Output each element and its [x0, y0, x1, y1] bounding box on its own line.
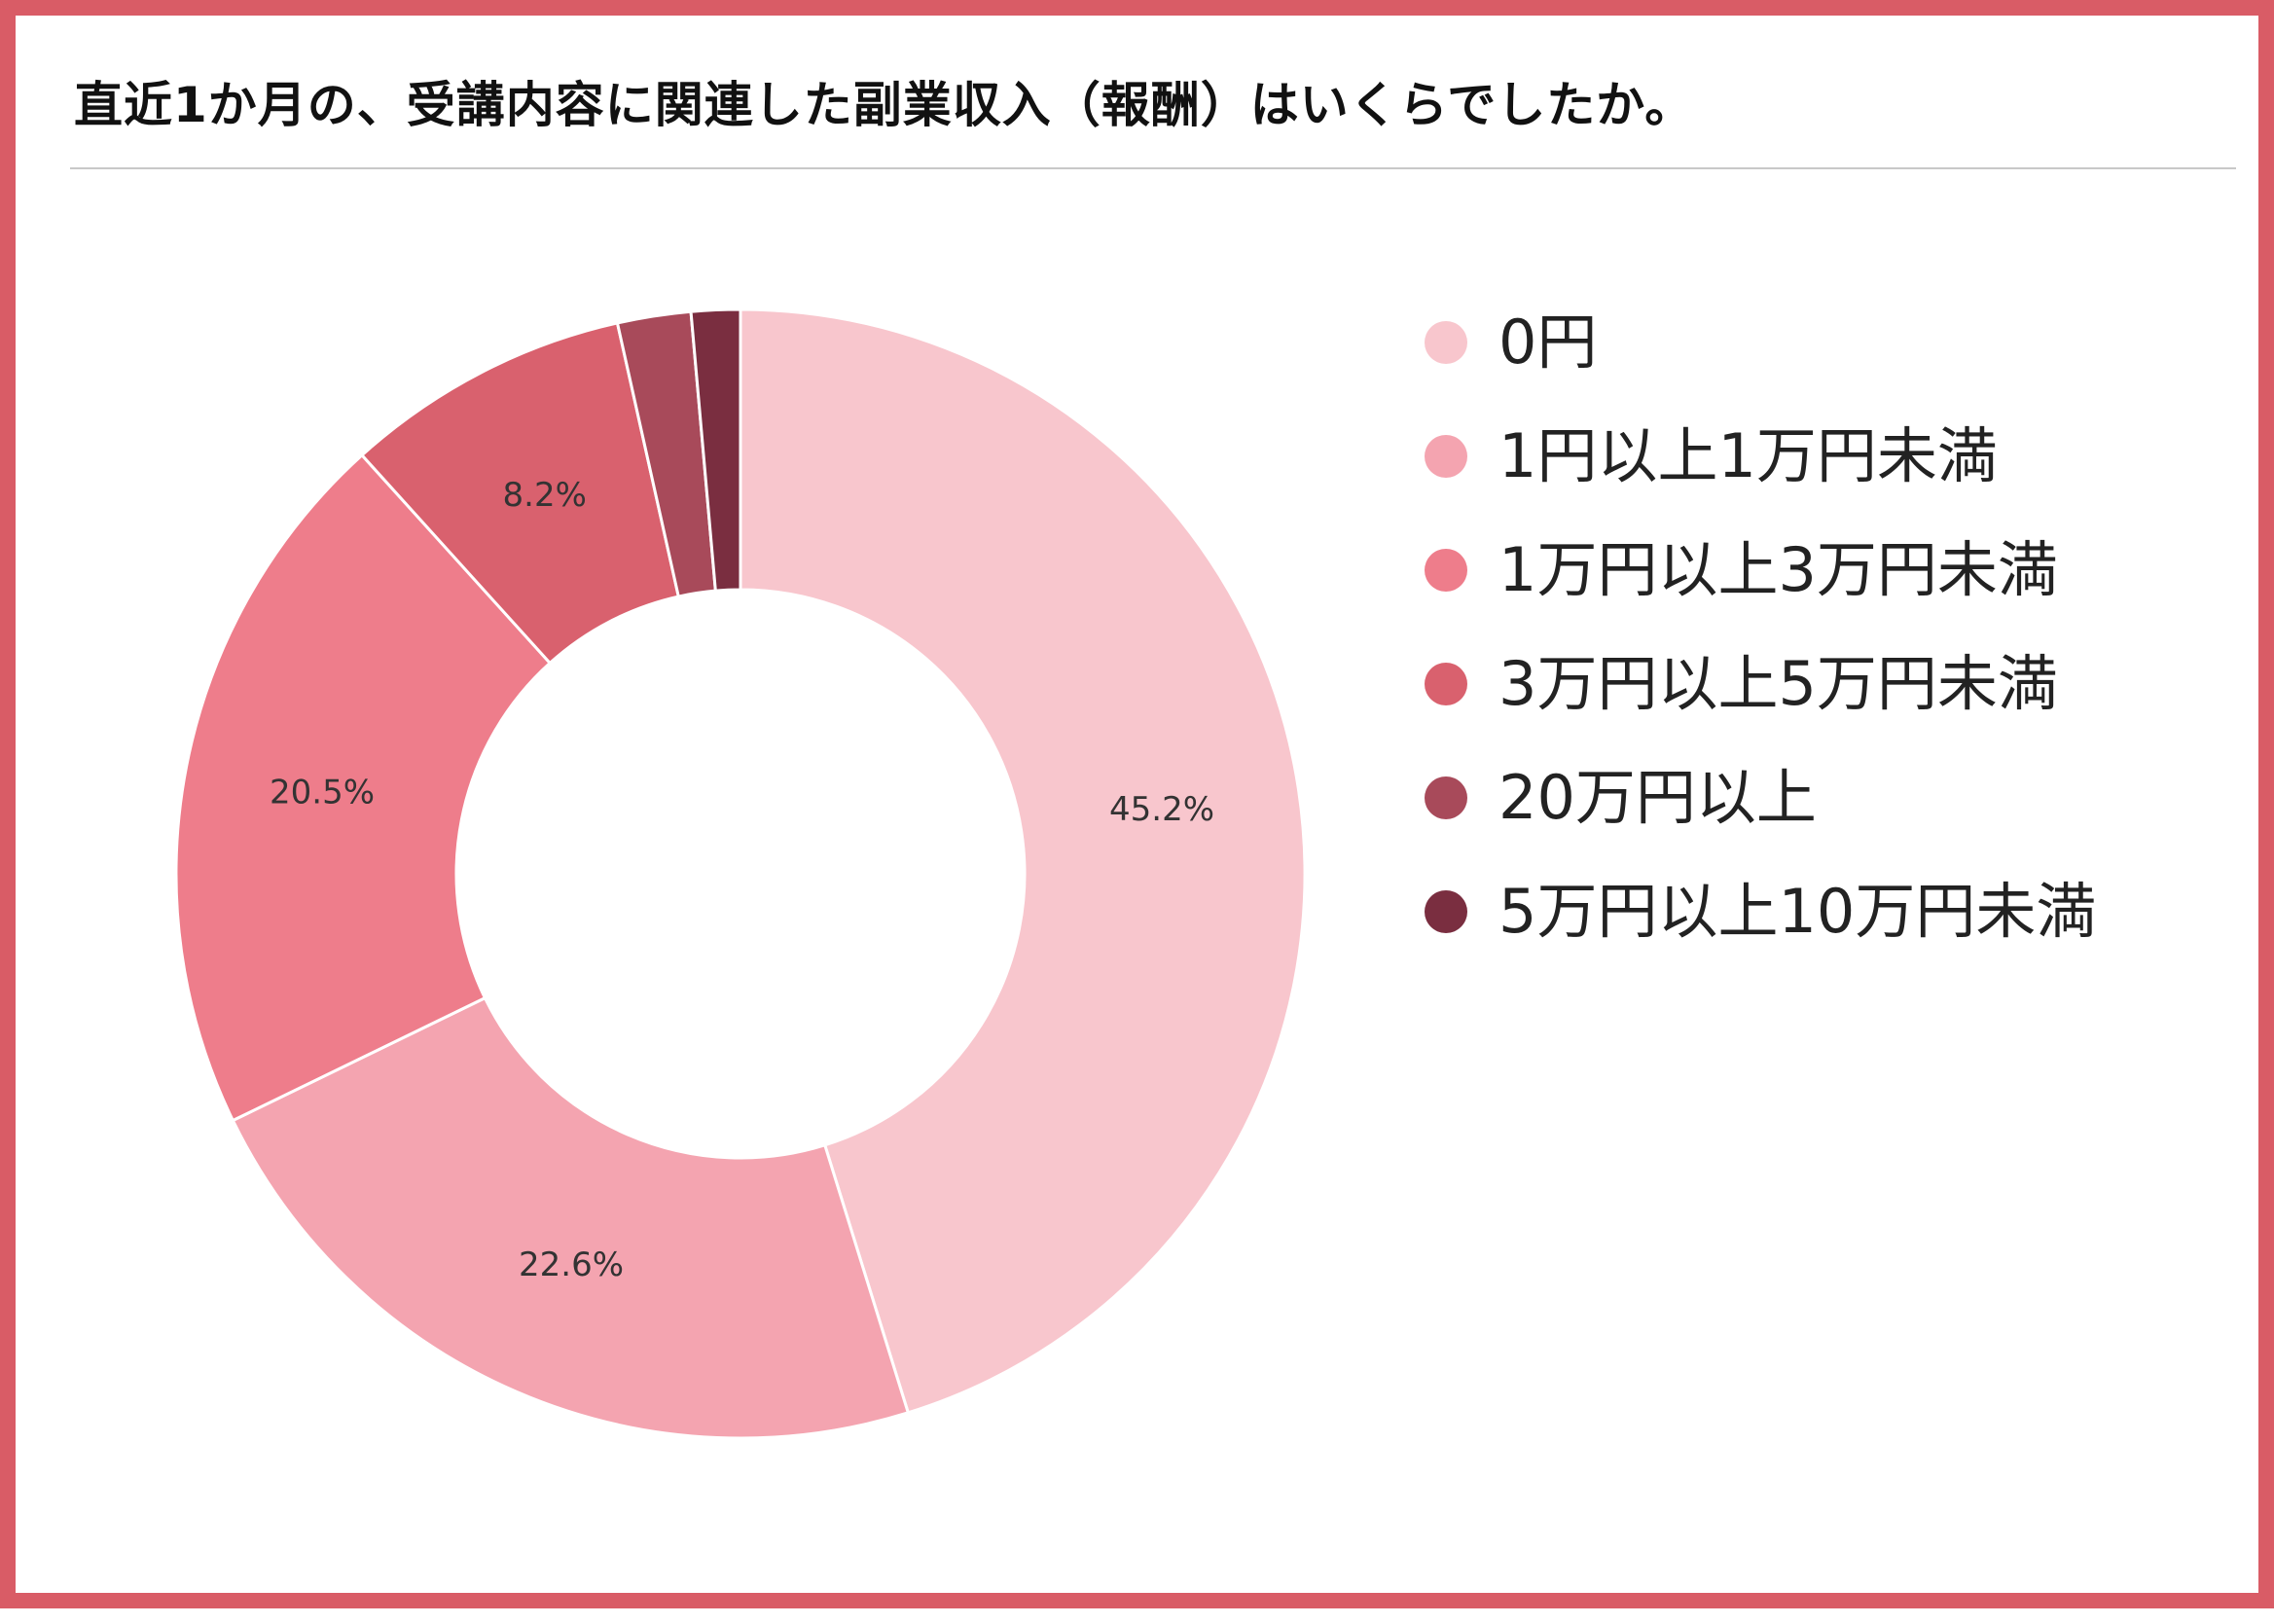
legend-item-2: 1万円以上3万円未満 — [1425, 525, 2096, 639]
legend-marker-0 — [1425, 321, 1467, 364]
legend-label-1: 1円以上1万円未満 — [1498, 420, 1998, 491]
donut-chart: 45.2% 22.6% 20.5% 8.2% — [174, 307, 1307, 1440]
legend-marker-5 — [1425, 890, 1467, 933]
legend-marker-4 — [1425, 776, 1467, 819]
legend-marker-2 — [1425, 549, 1467, 592]
legend-label-5: 5万円以上10万円未満 — [1498, 876, 2097, 947]
donut-slice-1 — [231, 995, 911, 1440]
legend-item-1: 1円以上1万円未満 — [1425, 412, 2096, 525]
donut-slice-2 — [174, 452, 553, 1123]
donut-slice-0 — [739, 307, 1307, 1415]
legend-label-4: 20万円以上 — [1498, 762, 1817, 833]
slice-value-label-3: 8.2% — [503, 476, 587, 515]
legend-item-3: 3万円以上5万円未満 — [1425, 639, 2096, 753]
title-divider — [70, 167, 2236, 169]
donut-slice-5 — [689, 307, 742, 593]
legend-label-2: 1万円以上3万円未満 — [1498, 534, 2058, 605]
legend-item-0: 0円 — [1425, 298, 2096, 412]
legend-marker-1 — [1425, 435, 1467, 478]
chart-title: 直近1か月の、受講内容に関連した副業収入（報酬）はいくらでしたか。 — [74, 77, 1695, 133]
slice-value-label-0: 45.2% — [1109, 790, 1214, 829]
slice-value-label-1: 22.6% — [519, 1245, 624, 1284]
legend-label-3: 3万円以上5万円未満 — [1498, 648, 2058, 719]
legend-marker-3 — [1425, 663, 1467, 705]
legend-item-4: 20万円以上 — [1425, 753, 2096, 867]
legend-item-5: 5万円以上10万円未満 — [1425, 867, 2096, 981]
slice-value-label-2: 20.5% — [270, 774, 375, 812]
chart-legend: 0円 1円以上1万円未満 1万円以上3万円未満 3万円以上5万円未満 20万円以… — [1425, 298, 2096, 981]
legend-label-0: 0円 — [1498, 307, 1598, 378]
